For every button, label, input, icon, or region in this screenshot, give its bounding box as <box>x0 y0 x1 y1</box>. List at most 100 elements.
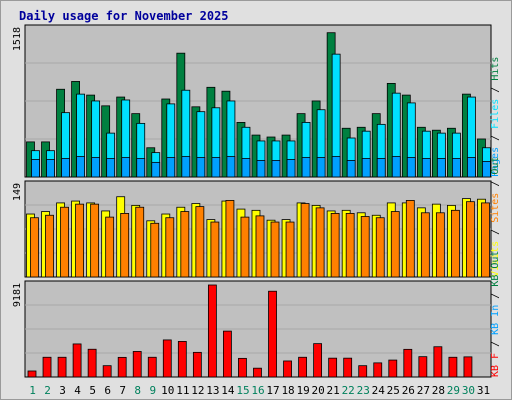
sites-bar <box>135 206 145 278</box>
pages-bar <box>301 157 311 178</box>
pages-bar <box>136 158 146 178</box>
sites-bar <box>270 221 280 278</box>
sites-bar <box>315 207 325 278</box>
legend-entry: Out <box>490 251 501 275</box>
kb-bar <box>102 365 112 378</box>
legend-entry: Out <box>490 157 501 181</box>
x-tick-label: 19 <box>296 384 309 397</box>
x-tick-label: 6 <box>104 384 111 397</box>
sites-bar <box>466 201 475 278</box>
pages-bar <box>196 157 206 178</box>
kb-bar <box>253 367 262 378</box>
kb-bar <box>463 356 473 378</box>
kb-bar <box>283 360 292 378</box>
legend-entry: / <box>490 181 501 193</box>
x-tick-label: 16 <box>251 384 264 397</box>
sites-bar <box>330 213 340 278</box>
pages-bar <box>91 157 101 178</box>
sites-bar <box>105 216 115 278</box>
kb-bar <box>207 284 217 378</box>
sites-bar <box>120 213 130 278</box>
sites-bar <box>360 216 370 278</box>
x-tick-label: 28 <box>432 384 445 397</box>
legend-entry: / <box>490 229 501 241</box>
x-tick-label: 20 <box>312 384 325 397</box>
kb-bar <box>177 341 187 378</box>
pages-bar <box>106 158 116 178</box>
pages-bar <box>76 156 85 178</box>
sites-bar <box>30 217 39 278</box>
kb-bar <box>328 357 338 378</box>
sites-bar <box>240 216 250 278</box>
sites-bar <box>345 213 355 278</box>
pages-bar <box>61 158 70 178</box>
chart-title: Daily usage for November 2025 <box>19 9 229 23</box>
pages-bar <box>406 157 416 178</box>
legend-top: Pages / Files / Hits <box>490 57 501 177</box>
kb-bar <box>57 356 67 378</box>
legend-entry: KB <box>490 275 501 293</box>
sites-bar <box>300 203 310 278</box>
kb-bar <box>403 348 413 378</box>
pages-bar <box>181 156 191 178</box>
x-tick-label: 4 <box>74 384 81 397</box>
pages-bar <box>421 158 431 178</box>
y-max-label-top: 1518 <box>12 27 23 51</box>
kb-bar <box>298 356 307 378</box>
kb-bar <box>388 359 398 378</box>
sites-bar <box>435 212 445 278</box>
x-tick-label: 24 <box>372 384 386 397</box>
kb-bar <box>373 362 383 378</box>
kb-bar <box>358 365 368 378</box>
sites-bar <box>75 203 84 278</box>
pages-bar <box>436 158 446 178</box>
pages-bar <box>467 157 476 178</box>
kb-bar <box>238 357 247 378</box>
pages-bar <box>151 161 161 178</box>
legend-entry: Visits <box>490 241 501 277</box>
legend-middle: Visits / Sites / Out <box>490 157 501 277</box>
y-max-label-middle: 149 <box>12 183 23 201</box>
pages-bar <box>286 159 296 178</box>
pages-bar <box>226 156 236 178</box>
kb-bar <box>418 356 428 378</box>
legend-entry: Files <box>490 99 501 135</box>
sites-bar <box>405 200 415 278</box>
pages-bar <box>166 157 176 178</box>
legend-entry: / <box>490 87 501 99</box>
sites-bar <box>210 221 220 278</box>
legend-entry: KB <box>490 365 501 377</box>
kb-bar <box>268 290 277 378</box>
x-tick-label: 10 <box>161 384 174 397</box>
sites-bar <box>390 211 400 278</box>
kb-bar <box>223 330 232 378</box>
kb-bar <box>433 346 443 378</box>
kb-bar <box>132 351 142 378</box>
x-tick-label: 12 <box>191 384 204 397</box>
kb-bar <box>313 343 323 378</box>
legend-entry: / <box>490 341 501 353</box>
kb-bar <box>448 356 458 378</box>
sites-bar <box>60 206 69 278</box>
kb-bar <box>72 343 82 378</box>
legend-entry: In <box>490 305 501 323</box>
sites-bar <box>420 212 430 278</box>
kb-bar <box>162 339 172 378</box>
pages-bar <box>346 160 356 178</box>
x-tick-label: 15 <box>236 384 249 397</box>
x-tick-label: 3 <box>59 384 66 397</box>
x-tick-label: 21 <box>327 384 340 397</box>
x-tick-label: 26 <box>402 384 415 397</box>
x-tick-label: 31 <box>477 384 490 397</box>
x-tick-label: 22 <box>342 384 355 397</box>
legend-entry: Pages <box>490 147 501 177</box>
sites-bar <box>481 202 490 278</box>
sites-bar <box>451 209 460 278</box>
sites-bar <box>225 200 235 278</box>
x-tick-label: 18 <box>281 384 294 397</box>
pages-bar <box>256 160 266 178</box>
x-tick-label: 5 <box>89 384 96 397</box>
kb-bar <box>87 348 97 378</box>
x-tick-label: 27 <box>417 384 430 397</box>
